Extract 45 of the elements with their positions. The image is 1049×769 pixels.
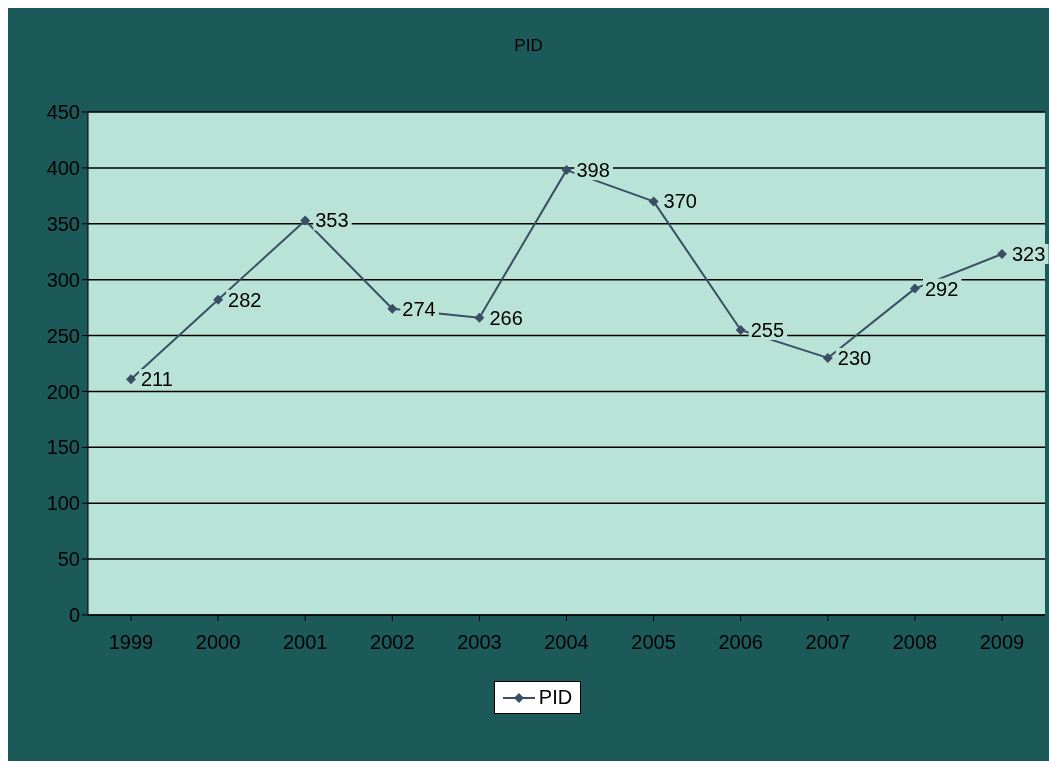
x-tick-label: 2000 bbox=[195, 631, 241, 654]
data-label: 211 bbox=[141, 368, 173, 391]
x-tick-label: 2001 bbox=[282, 631, 328, 654]
y-tick-label: 0 bbox=[68, 604, 80, 627]
x-tick-label: 2007 bbox=[805, 631, 851, 654]
y-tick-label: 300 bbox=[46, 268, 80, 291]
data-label: 292 bbox=[924, 277, 959, 300]
point bbox=[300, 215, 311, 226]
x-tick-label: 1999 bbox=[108, 631, 154, 654]
point bbox=[909, 283, 920, 294]
point bbox=[126, 374, 136, 385]
y-tick-label: 350 bbox=[46, 212, 80, 235]
point bbox=[735, 324, 746, 335]
x-tick-label: 2005 bbox=[631, 631, 676, 654]
y-tick-label: 400 bbox=[46, 156, 80, 179]
data-label: 266 bbox=[489, 306, 523, 329]
point bbox=[387, 303, 398, 314]
y-tick-label: 50 bbox=[57, 548, 80, 571]
point bbox=[561, 165, 572, 176]
data-label: 255 bbox=[750, 318, 785, 341]
x-tick-label: 2009 bbox=[979, 631, 1025, 654]
x-tick-label: 2004 bbox=[544, 631, 589, 654]
data-label: 353 bbox=[315, 209, 349, 232]
chart-title: PID bbox=[513, 36, 544, 56]
point bbox=[648, 196, 659, 207]
x-tick-label: 2003 bbox=[457, 631, 502, 654]
data-label: 398 bbox=[576, 159, 610, 182]
y-tick-label: 150 bbox=[46, 436, 80, 459]
point bbox=[997, 248, 1007, 259]
y-tick-label: 200 bbox=[46, 380, 80, 403]
x-tick-label: 2008 bbox=[892, 631, 938, 654]
data-label: 230 bbox=[837, 346, 872, 369]
data-label: 370 bbox=[663, 190, 697, 213]
point bbox=[822, 352, 833, 363]
y-tick-label: 450 bbox=[46, 101, 80, 124]
data-label: 282 bbox=[228, 288, 262, 311]
legend-label: PID bbox=[538, 686, 573, 709]
y-tick-label: 250 bbox=[46, 324, 80, 347]
data-label: 323 bbox=[1012, 242, 1046, 265]
y-tick-label: 100 bbox=[46, 492, 80, 515]
data-label: 274 bbox=[402, 297, 436, 320]
point bbox=[474, 312, 485, 323]
point bbox=[213, 294, 224, 305]
x-tick-label: 2002 bbox=[370, 631, 415, 654]
x-tick-label: 2006 bbox=[718, 631, 763, 654]
